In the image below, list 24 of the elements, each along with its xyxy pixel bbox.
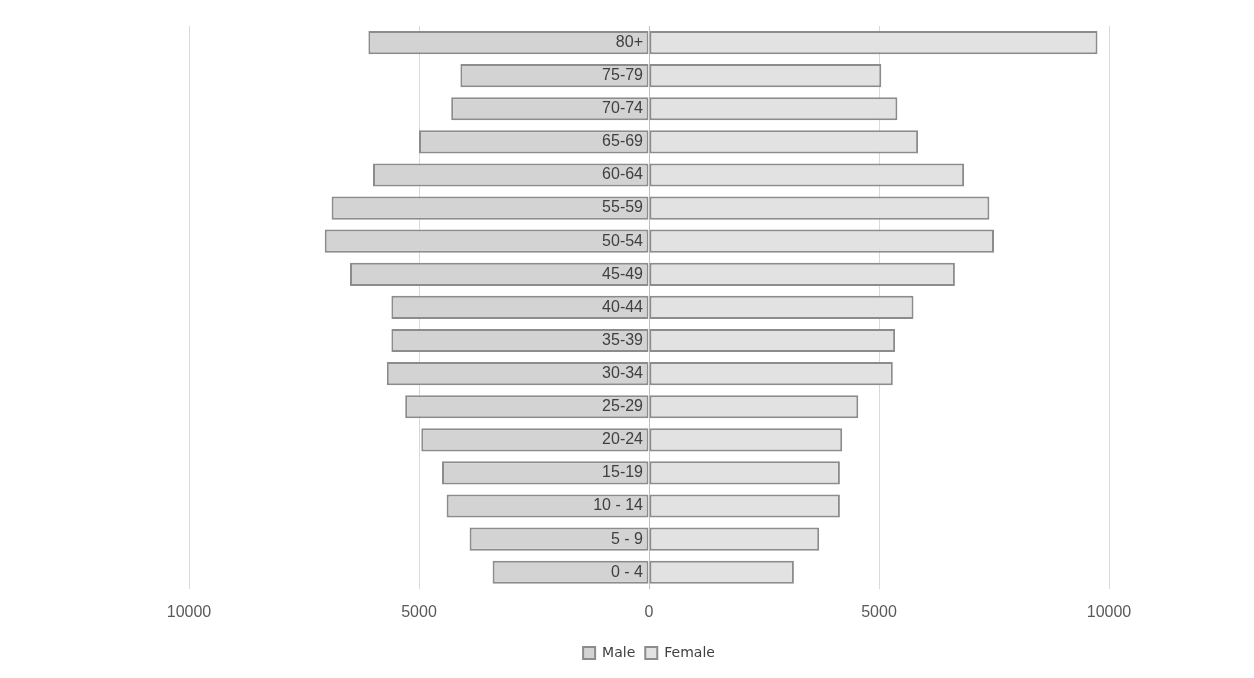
y-tick-label: 25-29 bbox=[602, 397, 644, 415]
y-tick-label: 5 - 9 bbox=[610, 529, 644, 547]
y-tick-label: 15-19 bbox=[602, 463, 644, 481]
y-tick-label: 30-34 bbox=[602, 364, 644, 382]
x-tick-label: 5000 bbox=[861, 602, 897, 620]
y-tick-label: 10 - 14 bbox=[593, 496, 644, 514]
y-tick-label: 35-39 bbox=[602, 330, 644, 348]
y-tick-label: 80+ bbox=[615, 32, 643, 50]
x-tick-label: 10000 bbox=[1086, 602, 1132, 620]
y-tick-label: 60-64 bbox=[602, 165, 644, 183]
y-tick-label: 55-59 bbox=[602, 198, 644, 216]
y-tick-label: 0 - 4 bbox=[610, 562, 644, 580]
x-tick-label: 0 bbox=[644, 602, 654, 620]
x-tick-label: 10000 bbox=[166, 602, 212, 620]
y-tick-label: 70-74 bbox=[602, 99, 644, 117]
y-tick-label: 20-24 bbox=[602, 430, 644, 448]
y-tick-label: 65-69 bbox=[602, 132, 644, 150]
x-tick-label: 5000 bbox=[401, 602, 437, 620]
legend-label: Female bbox=[664, 643, 715, 660]
legend-label: Male bbox=[602, 643, 636, 660]
y-tick-label: 75-79 bbox=[602, 66, 644, 84]
y-tick-label: 40-44 bbox=[602, 297, 644, 315]
y-tick-label: 50-54 bbox=[602, 231, 644, 249]
y-tick-label: 45-49 bbox=[602, 264, 644, 282]
